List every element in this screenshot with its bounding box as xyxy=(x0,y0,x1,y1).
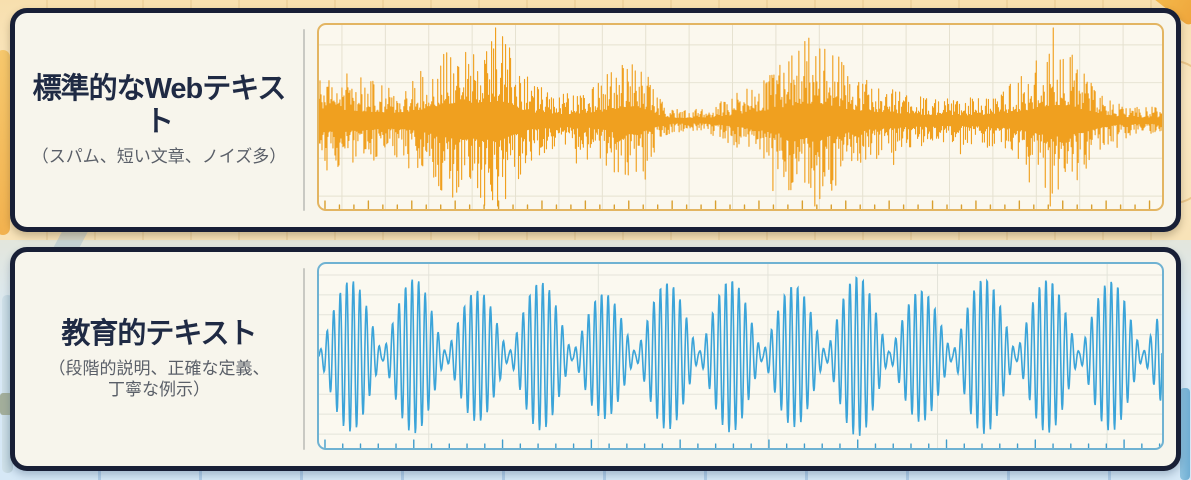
background-illustration-left-orange xyxy=(0,50,10,235)
signpost-illustration-left xyxy=(2,295,13,473)
panel-standard-web-text: 標準的なWebテキスト （スパム、短い文章、ノイズ多） xyxy=(10,8,1181,232)
panel-title-educational-text: 教育的テキスト xyxy=(61,317,257,350)
vertical-divider xyxy=(303,29,305,211)
beat-waveform-educational-text xyxy=(319,264,1162,448)
signpost-illustration-right xyxy=(1180,388,1190,480)
subtitle-line: （スパム、短い文章、ノイズ多） xyxy=(31,147,287,167)
panel-subtitle-educational-text: （段階的説明、正確な定義、 丁寧な例示） xyxy=(49,358,270,401)
waveform-plot-standard-web-text xyxy=(317,23,1164,211)
panel-label-standard-web-text: 標準的なWebテキスト （スパム、短い文章、ノイズ多） xyxy=(15,13,303,227)
panel-title-standard-web-text: 標準的なWebテキスト xyxy=(32,72,287,138)
plot-column-standard-web-text xyxy=(305,13,1176,227)
subtitle-line: （段階的説明、正確な定義、 xyxy=(48,358,270,378)
panel-educational-text: 教育的テキスト （段階的説明、正確な定義、 丁寧な例示） xyxy=(10,247,1181,471)
vertical-divider xyxy=(303,268,305,450)
plot-column-educational-text xyxy=(305,252,1176,466)
subtitle-line: 丁寧な例示） xyxy=(108,380,210,400)
panel-subtitle-standard-web-text: （スパム、短い文章、ノイズ多） xyxy=(32,146,287,167)
panel-label-educational-text: 教育的テキスト （段階的説明、正確な定義、 丁寧な例示） xyxy=(15,252,303,466)
waveform-plot-educational-text xyxy=(317,262,1164,450)
noisy-waveform-web-text xyxy=(319,25,1162,209)
